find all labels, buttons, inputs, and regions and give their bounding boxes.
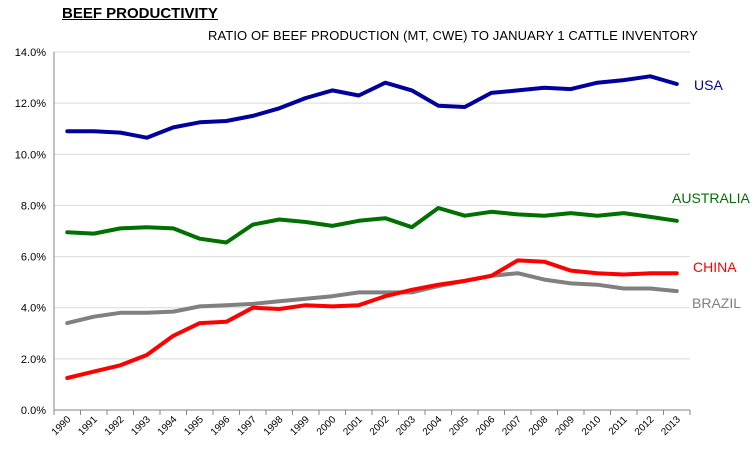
y-tick-label: 14.0% <box>15 47 46 59</box>
series-line-usa <box>65 74 679 140</box>
y-tick-label: 12.0% <box>15 98 46 110</box>
y-tick-label: 6.0% <box>21 252 46 264</box>
x-tick-label: 2000 <box>315 414 339 438</box>
y-axis: 0.0% 2.0% 4.0% 6.0% 8.0% 10.0% 12.0% 14.0% <box>15 47 55 417</box>
series-line-china <box>65 258 679 380</box>
x-tick-label: 2004 <box>421 414 445 438</box>
x-tick-label: 2010 <box>580 414 604 438</box>
series-line-brazil <box>65 271 679 326</box>
series-label-china: CHINA <box>693 259 737 275</box>
x-tick-label: 2007 <box>500 414 524 438</box>
x-tick-label: 1994 <box>156 414 180 438</box>
y-tick-label: 8.0% <box>21 200 46 212</box>
x-tick-label: 2005 <box>447 414 471 438</box>
y-tick-label: 0.0% <box>21 405 46 417</box>
chart-title: BEEF PRODUCTIVITY <box>62 5 218 22</box>
x-tick-label: 1999 <box>288 414 312 438</box>
x-tick-label: 2006 <box>474 414 498 438</box>
gridlines <box>54 51 690 360</box>
x-tick-label: 2009 <box>553 414 577 438</box>
x-tick-label: 1996 <box>209 414 233 438</box>
x-tick-label: 1997 <box>235 414 259 438</box>
x-tick-label: 2008 <box>527 414 551 438</box>
x-tick-label: 2011 <box>607 414 630 437</box>
x-tick-label: 2001 <box>341 414 365 438</box>
y-tick-label: 4.0% <box>21 303 46 315</box>
x-tick-label: 1998 <box>262 414 286 438</box>
y-tick-label: 2.0% <box>21 354 46 366</box>
x-tick-label: 2013 <box>659 414 683 438</box>
x-tick-label: 1991 <box>76 414 100 438</box>
series-label-usa: USA <box>694 77 723 93</box>
series-label-australia: AUSTRALIA <box>672 190 750 206</box>
series-labels: USA AUSTRALIA CHINA BRAZIL <box>672 77 750 311</box>
y-tick-label: 10.0% <box>15 149 46 161</box>
chart-subtitle: RATIO OF BEEF PRODUCTION (MT, CWE) TO JA… <box>208 28 698 43</box>
x-tick-label: 1992 <box>103 414 127 438</box>
x-tick-label: 1993 <box>129 414 153 438</box>
x-axis: 1990 1991 1992 1993 1994 1995 1996 1997 1998 1999… <box>50 409 691 438</box>
x-tick-label: 2012 <box>633 414 657 438</box>
series-lines <box>65 74 679 380</box>
series-line-australia <box>65 206 679 245</box>
x-tick-label: 2002 <box>368 414 392 438</box>
x-tick-label: 2003 <box>394 414 418 438</box>
x-tick-label: 1990 <box>50 414 74 438</box>
series-label-brazil: BRAZIL <box>692 295 741 311</box>
x-tick-label: 1995 <box>182 414 206 438</box>
